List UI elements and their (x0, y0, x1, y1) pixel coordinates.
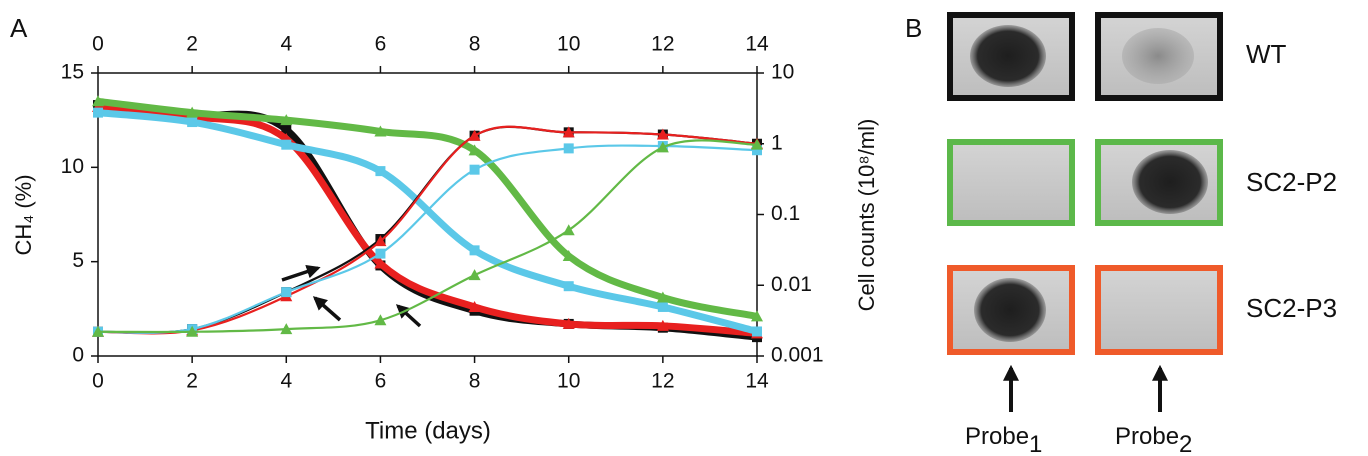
y2-tick-label: 0.1 (771, 202, 800, 225)
x-tick-label: 12 (651, 370, 674, 393)
x-top-tick-label: 0 (92, 33, 104, 56)
row-label: WT (1246, 39, 1287, 69)
probe-label: Probe2 (1115, 423, 1192, 456)
x-tick-label: 14 (745, 370, 769, 393)
marker (564, 281, 574, 291)
marker (752, 326, 762, 336)
marker (470, 165, 480, 175)
marker (93, 108, 103, 118)
y2-tick-label: 1 (771, 131, 783, 154)
x-top-tick-label: 8 (469, 33, 481, 56)
y-axis-title: CH₄ (%) (11, 174, 36, 255)
marker (281, 140, 291, 150)
blot-cell (950, 142, 1072, 223)
marker (375, 166, 385, 176)
y2-tick-label: 0.001 (771, 344, 824, 367)
probe-name: Probe (1115, 423, 1179, 450)
row-label: SC2-P2 (1246, 167, 1337, 197)
x-tick-label: 4 (280, 370, 292, 393)
y-tick-label: 5 (72, 249, 84, 272)
panel-label: B (905, 13, 922, 43)
marker (375, 249, 385, 259)
x-top-tick-label: 2 (186, 33, 198, 56)
x-tick-label: 8 (469, 370, 481, 393)
blot: WT SC2-P2 SC2-P3 Probe1 Probe2 (950, 15, 1337, 456)
y-tick-label: 0 (72, 344, 84, 367)
x-tick-label: 2 (186, 370, 198, 393)
x-top-tick-label: 6 (375, 33, 387, 56)
blot-dot (974, 278, 1046, 342)
figure: A B Time (days) CH₄ (%) Cell counts (10⁸… (0, 0, 1368, 456)
x-top-tick-label: 12 (651, 33, 674, 56)
y2-axis-title: Cell counts (10⁸/ml) (854, 119, 879, 312)
x-top-tick-label: 4 (280, 33, 292, 56)
blot-dot (1132, 150, 1208, 214)
x-tick-label: 6 (375, 370, 387, 393)
x-top-tick-label: 14 (745, 33, 769, 56)
arrow (315, 298, 340, 320)
y-tick-label: 15 (61, 61, 84, 84)
marker (281, 287, 291, 297)
row-label: SC2-P3 (1246, 293, 1337, 323)
x-tick-label: 10 (557, 370, 580, 393)
marker (470, 245, 480, 255)
x-top-tick-label: 10 (557, 33, 580, 56)
panel-label: A (10, 13, 28, 43)
blot-cell (1098, 268, 1220, 352)
probe-index: 1 (1029, 431, 1042, 456)
marker (564, 143, 574, 153)
marker (187, 117, 197, 127)
arrow (282, 268, 318, 280)
y2-tick-label: 10 (771, 61, 794, 84)
y-tick-label: 10 (61, 155, 84, 178)
probe-index: 2 (1179, 431, 1192, 456)
x-axis-title: Time (days) (365, 417, 491, 444)
page: A B Time (days) CH₄ (%) Cell counts (10⁸… (0, 0, 1368, 456)
marker (658, 302, 668, 312)
blot-dot (970, 25, 1046, 87)
x-tick-label: 0 (92, 370, 104, 393)
marker (469, 269, 481, 280)
probe-label: Probe1 (965, 423, 1042, 456)
y2-tick-label: 0.01 (771, 273, 812, 296)
probe-name: Probe (965, 423, 1029, 450)
blot-dot (1122, 28, 1194, 84)
